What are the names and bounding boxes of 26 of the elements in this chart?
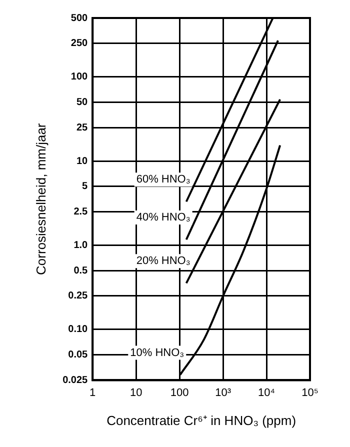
y-tick-label: 1.0 bbox=[74, 240, 88, 252]
x-tick-label: 10³ bbox=[215, 386, 232, 399]
y-axis-title: Corrosiesnelheid, mm/jaar bbox=[33, 122, 48, 275]
y-tick-label: 50 bbox=[76, 96, 88, 108]
y-tick-label: 5 bbox=[82, 181, 88, 192]
y-tick-label: 100 bbox=[70, 72, 88, 83]
y-tick-label: 0.25 bbox=[68, 290, 88, 302]
series-label: 20% HNO₃ bbox=[136, 255, 190, 268]
y-tick-label: 500 bbox=[70, 12, 88, 24]
series-label: 10% HNO₃ bbox=[130, 346, 184, 359]
series-label: 60% HNO₃ bbox=[136, 174, 190, 186]
y-tick-label: 25 bbox=[76, 122, 88, 134]
y-tick-label: 0.025 bbox=[62, 374, 88, 386]
x-tick-label: 10⁵ bbox=[302, 386, 318, 399]
x-tick-label: 1 bbox=[90, 386, 96, 399]
y-tick-label: 10 bbox=[76, 156, 88, 167]
y-tick-label: 0.5 bbox=[74, 265, 88, 276]
y-tick-label: 0.10 bbox=[68, 324, 88, 336]
series-label: 40% HNO₃ bbox=[136, 212, 190, 224]
x-tick-label: 100 bbox=[170, 386, 189, 399]
x-tick-label: 10 bbox=[130, 386, 142, 399]
x-tick-label: 10⁴ bbox=[258, 386, 276, 399]
y-tick-label: 250 bbox=[70, 38, 88, 50]
y-tick-label: 0.05 bbox=[68, 350, 88, 361]
y-tick-label: 2.5 bbox=[74, 206, 88, 218]
x-axis-title: Concentratie Cr⁶⁺ in HNO₃ (ppm) bbox=[106, 412, 296, 428]
